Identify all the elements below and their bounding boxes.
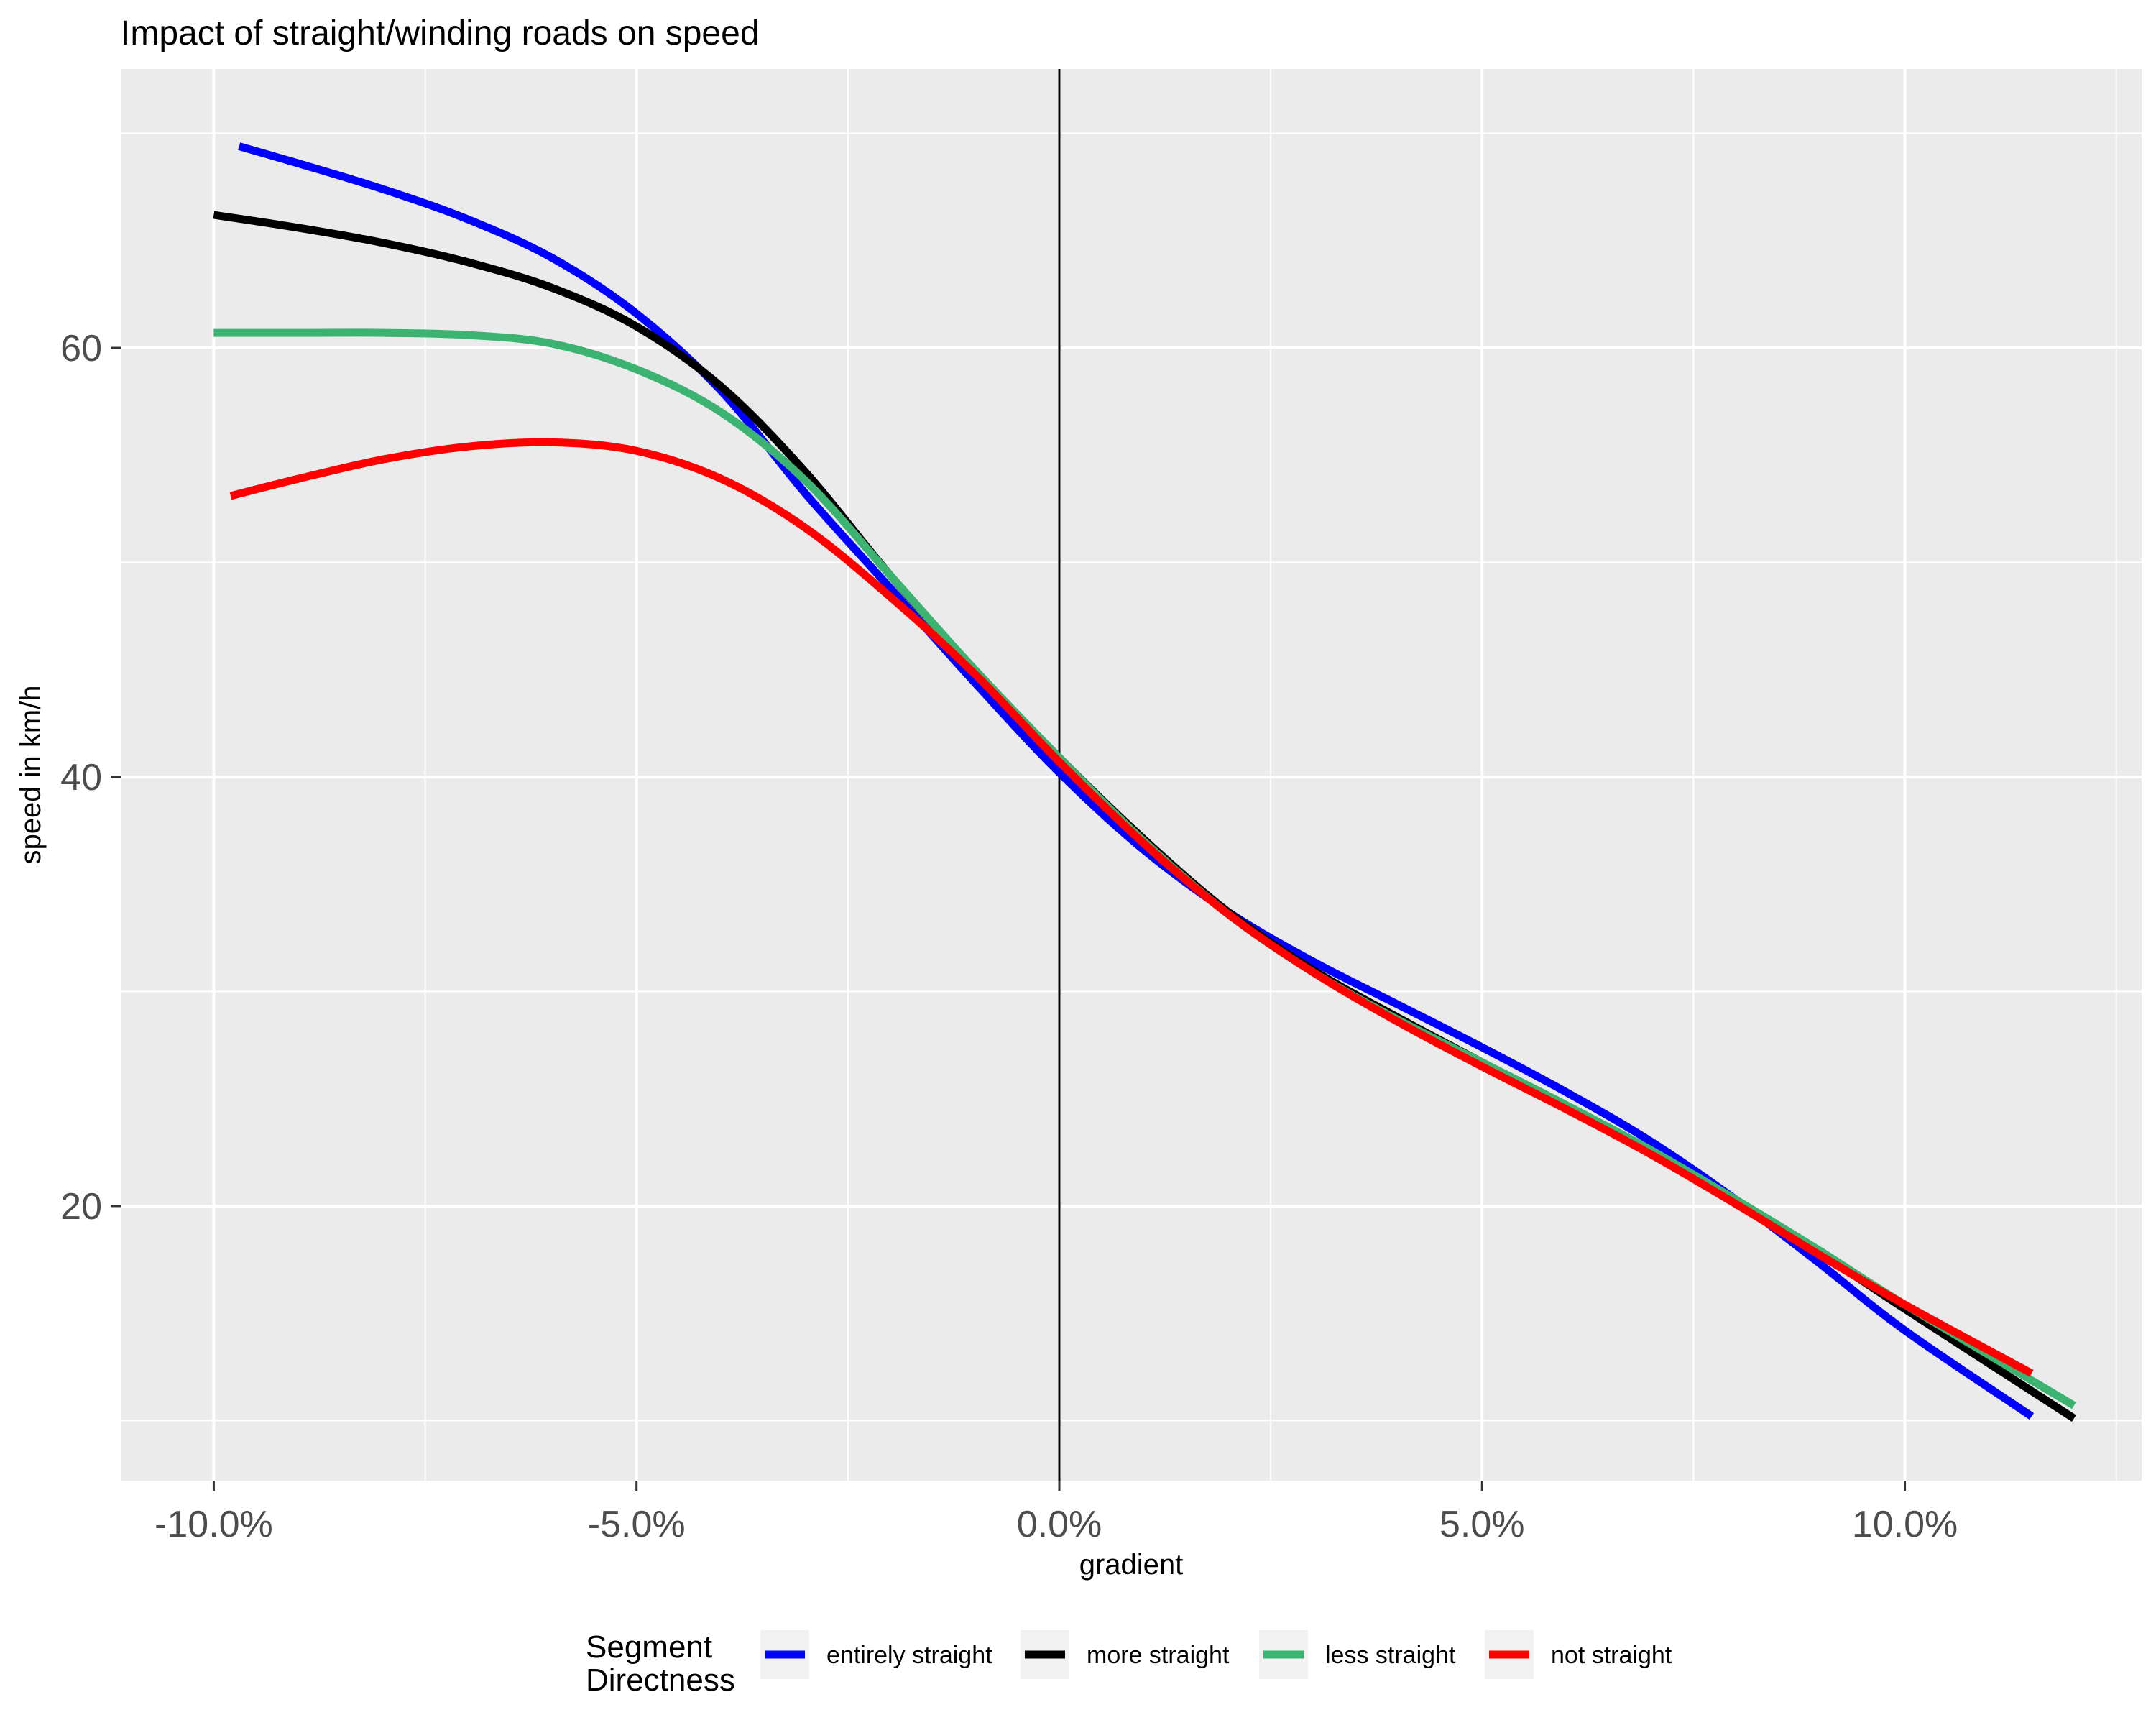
legend: Segment Directness entirely straight more… (586, 1629, 1672, 1698)
legend-title: Segment Directness (586, 1629, 735, 1698)
legend-label-more-straight: more straight (1087, 1642, 1230, 1669)
legend-label-entirely-straight: entirely straight (826, 1642, 992, 1669)
x-axis-title: gradient (1079, 1549, 1184, 1581)
x-tick-label: -5.0% (588, 1504, 686, 1545)
x-tick-label: 10.0% (1852, 1504, 1958, 1545)
legend-label-not-straight: not straight (1551, 1642, 1672, 1669)
chart-title: Impact of straight/winding roads on spee… (121, 14, 760, 52)
series-lines (213, 142, 2076, 1422)
minor-gridlines (121, 69, 2142, 1481)
x-tick-label: 5.0% (1439, 1504, 1525, 1545)
y-axis-ticks: 20 40 60 (60, 328, 121, 1228)
y-axis-title: speed in km/h (15, 685, 47, 864)
legend-items: entirely straight more straight less strai… (760, 1630, 1672, 1679)
legend-title-line-1: Segment (586, 1629, 712, 1665)
x-tick-label: 0.0% (1017, 1504, 1102, 1545)
series-line-not-straight (229, 438, 2034, 1377)
y-tick-label: 20 (60, 1186, 102, 1228)
x-tick-label: -10.0% (155, 1504, 273, 1545)
x-axis-ticks: -10.0% -5.0% 0.0% 5.0% 10.0% (155, 1481, 1958, 1545)
y-tick-label: 60 (60, 328, 102, 369)
y-tick-label: 40 (60, 757, 102, 799)
legend-label-less-straight: less straight (1325, 1642, 1456, 1669)
legend-title-line-2: Directness (586, 1662, 735, 1698)
